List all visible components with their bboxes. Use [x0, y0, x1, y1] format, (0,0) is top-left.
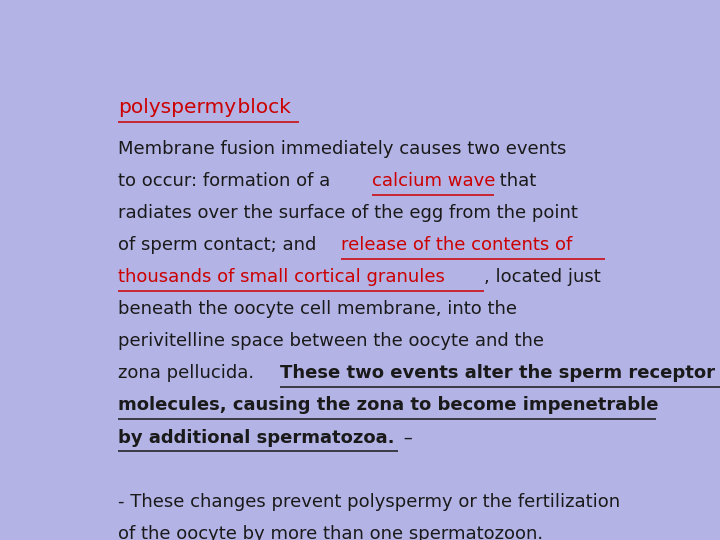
Text: zona pellucida.: zona pellucida.	[118, 364, 260, 382]
Text: radiates over the surface of the egg from the point: radiates over the surface of the egg fro…	[118, 204, 577, 222]
Text: perivitelline space between the oocyte and the: perivitelline space between the oocyte a…	[118, 333, 544, 350]
Text: of the oocyte by more than one spermatozoon.: of the oocyte by more than one spermatoz…	[118, 524, 543, 540]
Text: release of the contents of: release of the contents of	[341, 237, 572, 254]
Text: calcium wave: calcium wave	[372, 172, 495, 191]
Text: thousands of small cortical granules: thousands of small cortical granules	[118, 268, 445, 286]
Text: - These changes prevent polyspermy or the fertilization: - These changes prevent polyspermy or th…	[118, 492, 620, 510]
Text: –: –	[397, 429, 413, 447]
Text: Membrane fusion immediately causes two events: Membrane fusion immediately causes two e…	[118, 140, 566, 158]
Text: block: block	[231, 98, 291, 117]
Text: by additional spermatozoa.: by additional spermatozoa.	[118, 429, 395, 447]
Text: molecules, causing the zona to become impenetrable: molecules, causing the zona to become im…	[118, 396, 658, 415]
Text: polyspermy: polyspermy	[118, 98, 236, 117]
Text: that: that	[494, 172, 536, 191]
Text: These two events alter the sperm receptor: These two events alter the sperm recepto…	[280, 364, 716, 382]
Text: to occur: formation of a: to occur: formation of a	[118, 172, 336, 191]
Text: of sperm contact; and: of sperm contact; and	[118, 237, 322, 254]
Text: , located just: , located just	[484, 268, 600, 286]
Text: beneath the oocyte cell membrane, into the: beneath the oocyte cell membrane, into t…	[118, 300, 517, 319]
